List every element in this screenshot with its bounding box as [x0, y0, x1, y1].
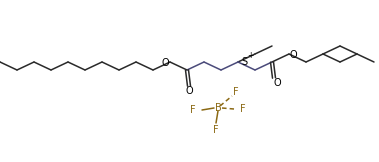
- Text: O: O: [185, 86, 193, 96]
- Text: O: O: [273, 78, 281, 88]
- Text: O: O: [161, 58, 169, 68]
- Text: B: B: [215, 103, 221, 113]
- Text: +: +: [247, 51, 253, 59]
- Text: F: F: [240, 104, 246, 114]
- Text: F: F: [190, 105, 196, 115]
- Text: O: O: [289, 50, 297, 60]
- Text: S: S: [241, 57, 247, 67]
- Text: F: F: [233, 87, 239, 97]
- Text: F: F: [213, 125, 219, 135]
